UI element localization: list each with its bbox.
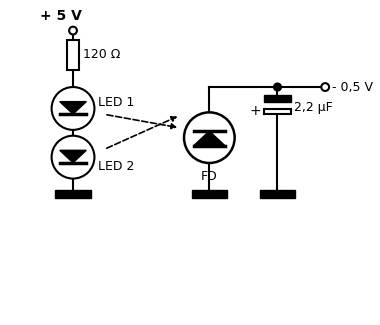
Bar (192, 190, 227, 198)
Text: + 5 V: + 5 V (40, 9, 82, 23)
Polygon shape (60, 102, 86, 114)
Text: FD: FD (201, 170, 218, 183)
Circle shape (69, 27, 77, 34)
Circle shape (52, 87, 95, 130)
Bar (264, 95, 291, 102)
Text: - 0,5 V: - 0,5 V (332, 81, 373, 94)
Circle shape (184, 112, 234, 163)
Circle shape (321, 83, 329, 91)
Text: 120 Ω: 120 Ω (83, 48, 120, 61)
Bar (264, 110, 291, 114)
Text: +: + (249, 104, 261, 118)
Bar (260, 190, 295, 198)
Polygon shape (194, 131, 225, 146)
Text: 2,2 μF: 2,2 μF (294, 101, 333, 114)
Polygon shape (60, 150, 86, 163)
Text: LED 1: LED 1 (98, 96, 135, 109)
Circle shape (52, 136, 95, 178)
Bar (67, 40, 79, 70)
Circle shape (274, 83, 281, 91)
Text: LED 2: LED 2 (98, 160, 135, 173)
Bar (55, 190, 90, 198)
